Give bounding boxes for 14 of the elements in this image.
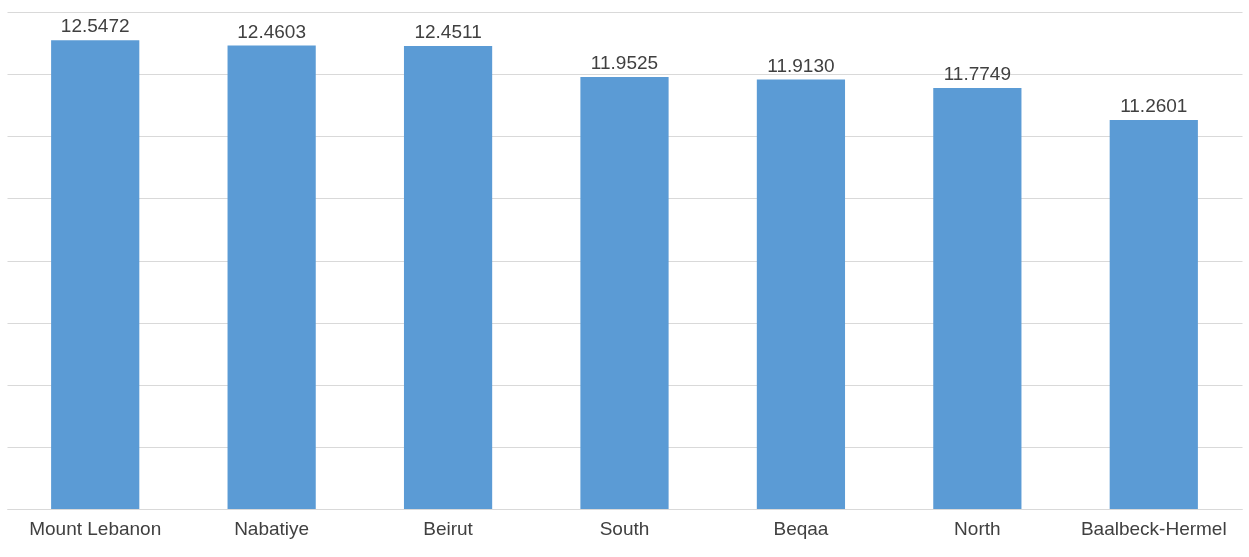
data-label: 12.5472 xyxy=(60,15,130,37)
data-label: 11.2601 xyxy=(1120,95,1188,117)
x-tick-label: Nabatiye xyxy=(234,517,310,539)
x-tick-label: South xyxy=(599,517,650,539)
data-label: 11.9130 xyxy=(767,54,835,76)
data-label: 11.9525 xyxy=(590,52,659,74)
x-tick-label: Mount Lebanon xyxy=(29,517,162,539)
data-label: 12.4511 xyxy=(414,21,482,43)
x-tick-label: Beirut xyxy=(423,517,474,539)
data-label: 11.7749 xyxy=(943,63,1011,85)
data-label: 12.4603 xyxy=(237,20,306,42)
x-tick-label: Beqaa xyxy=(773,517,829,539)
x-tick-label: Baalbeck-Hermel xyxy=(1080,517,1227,539)
x-tick-label: North xyxy=(954,517,1001,539)
